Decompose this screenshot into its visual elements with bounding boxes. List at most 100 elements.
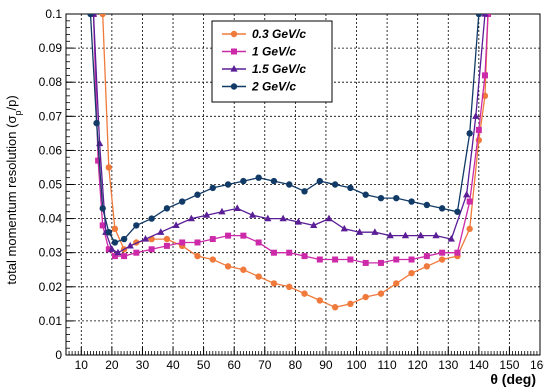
data-point xyxy=(105,229,113,236)
data-point xyxy=(316,177,324,185)
data-point xyxy=(224,181,232,188)
grid-lines xyxy=(66,14,540,355)
y-tick-label: 0.01 xyxy=(39,314,63,328)
data-point xyxy=(264,214,272,222)
x-tick-label: 70 xyxy=(258,358,272,372)
legend-label: 1.5 GeV/c xyxy=(252,62,306,76)
data-point xyxy=(203,211,211,218)
x-tick-label: 40 xyxy=(166,358,180,372)
x-tick-label: 60 xyxy=(228,358,242,372)
x-axis-label: θ (deg) xyxy=(490,371,536,387)
data-point xyxy=(347,184,354,192)
x-tick-label: 120 xyxy=(408,358,428,372)
data-point xyxy=(148,215,155,222)
data-point xyxy=(362,191,369,198)
y-tick-label: 0.1 xyxy=(45,7,62,21)
data-point xyxy=(332,256,339,263)
data-point xyxy=(95,157,102,164)
data-point xyxy=(393,194,400,202)
data-point xyxy=(463,190,471,198)
data-point xyxy=(187,214,195,222)
data-point xyxy=(194,252,201,260)
x-tick-label: 10 xyxy=(75,358,89,372)
data-point xyxy=(432,231,440,239)
data-point xyxy=(408,256,415,263)
data-point xyxy=(105,164,113,171)
data-point xyxy=(355,228,364,235)
y-tick-label: 0.09 xyxy=(39,41,63,55)
data-point xyxy=(279,214,287,222)
x-tick-label: 80 xyxy=(289,358,303,372)
data-point xyxy=(240,232,247,239)
data-point xyxy=(310,221,318,229)
x-tick-label: 100 xyxy=(347,358,367,372)
data-point xyxy=(121,253,128,260)
y-tick-label: 0.07 xyxy=(39,109,63,123)
legend-label: 2 GeV/c xyxy=(251,80,296,94)
data-point xyxy=(224,263,232,270)
data-point xyxy=(301,290,308,297)
data-point xyxy=(301,253,308,260)
data-point xyxy=(225,232,232,239)
data-point xyxy=(111,253,118,260)
data-point xyxy=(114,248,122,256)
data-point xyxy=(209,184,216,192)
legend-label: 0.3 GeV/c xyxy=(252,27,306,41)
data-point xyxy=(248,211,257,218)
data-point xyxy=(331,304,339,311)
data-point xyxy=(255,273,262,280)
data-point xyxy=(255,174,262,181)
data-point xyxy=(401,231,410,239)
data-point xyxy=(148,246,155,253)
data-point xyxy=(233,204,241,211)
series-3 xyxy=(89,14,489,256)
y-tick-label: 0.03 xyxy=(39,246,63,260)
data-point xyxy=(439,249,446,256)
data-point xyxy=(466,130,473,137)
data-point xyxy=(393,256,400,263)
data-point xyxy=(331,181,339,188)
legend-marker xyxy=(231,48,237,55)
data-point xyxy=(270,177,278,185)
data-point xyxy=(209,236,216,243)
data-point xyxy=(393,280,400,287)
data-point xyxy=(111,225,119,233)
data-point xyxy=(141,235,150,242)
data-point xyxy=(408,269,415,277)
data-point xyxy=(194,239,201,246)
y-tick-label: 0.05 xyxy=(39,178,63,192)
data-point xyxy=(301,188,308,195)
data-point xyxy=(377,259,384,266)
data-point xyxy=(255,239,262,246)
data-point xyxy=(294,218,303,225)
x-tick-label: 50 xyxy=(197,358,211,372)
y-tick-label: 0.08 xyxy=(39,75,63,89)
data-point xyxy=(423,201,431,209)
data-point xyxy=(475,126,482,133)
data-point xyxy=(179,239,186,246)
data-point xyxy=(454,249,461,256)
legend-marker xyxy=(230,65,238,72)
data-point xyxy=(105,246,112,253)
data-point xyxy=(120,235,128,243)
x-tick-label: 140 xyxy=(469,358,489,372)
y-tick-label: 0.04 xyxy=(39,212,63,226)
data-point xyxy=(316,256,323,263)
data-point xyxy=(99,14,106,18)
series-2 xyxy=(90,14,492,266)
data-point xyxy=(126,241,134,249)
x-tick-label: 20 xyxy=(105,358,119,372)
data-point xyxy=(194,191,201,198)
data-point xyxy=(163,242,170,249)
y-axis-label: total momentum resolution (σp/p) xyxy=(4,95,23,284)
data-point xyxy=(99,222,106,229)
axes: 0 0.01 0.02 0.03 0.04 0.05 0.06 0.07 0.08 0.09 0.1… xyxy=(39,7,544,372)
data-point xyxy=(133,249,140,256)
data-point xyxy=(270,280,278,287)
data-point xyxy=(179,198,186,205)
x-tick-label: 90 xyxy=(319,358,333,372)
data-point xyxy=(163,235,171,243)
y-tick-label: 0.02 xyxy=(39,280,63,294)
data-point xyxy=(408,198,415,205)
